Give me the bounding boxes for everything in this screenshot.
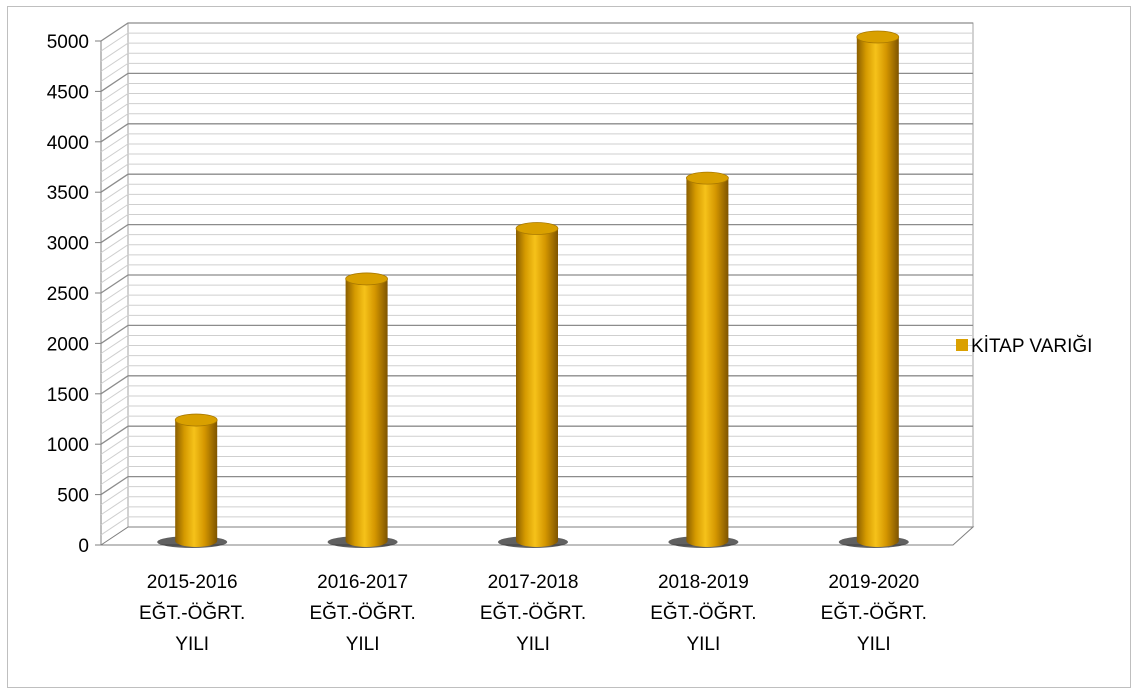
bar-body xyxy=(856,37,899,547)
bar-top xyxy=(515,222,559,235)
legend-label: KİTAP VARIĞI xyxy=(971,335,1092,357)
x-category-label: 2019-2020 EĞT.-ÖĞRT. YILI xyxy=(821,572,927,655)
bar xyxy=(157,413,228,548)
minor-gridline xyxy=(100,103,973,123)
y-tick-label: 2000 xyxy=(47,334,89,355)
y-axis-ticks: 0 500 1000 1500 2000 2500 3000 3500 4000 4500 5000 xyxy=(47,32,101,557)
y-tick-label: 4500 xyxy=(47,82,89,103)
y-tick-label: 0 xyxy=(78,536,89,557)
legend: KİTAP VARIĞI xyxy=(956,335,1092,357)
minor-gridline xyxy=(100,42,973,62)
y-tick-label: 500 xyxy=(57,486,89,507)
chart-area: 0 500 1000 1500 2000 2500 3000 3500 4000 4500 5000… xyxy=(7,6,1131,688)
bar-top xyxy=(174,413,218,427)
x-category-line: EĞT.-ÖĞRT. xyxy=(480,602,586,624)
major-gridline xyxy=(100,72,973,92)
bar xyxy=(838,30,909,548)
minor-gridline xyxy=(100,52,973,72)
bar-body xyxy=(686,178,729,547)
x-category-label: 2016-2017 EĞT.-ÖĞRT. YILI xyxy=(309,572,415,655)
minor-gridline xyxy=(100,32,973,52)
legend-swatch xyxy=(956,339,968,351)
bar xyxy=(498,222,568,548)
x-category-line: EĞT.-ÖĞRT. xyxy=(650,602,756,624)
bar-top xyxy=(856,30,900,44)
bar-top xyxy=(686,171,729,185)
bars xyxy=(157,30,909,548)
x-category-line: YILI xyxy=(516,634,550,655)
y-tick-label: 1500 xyxy=(47,385,89,406)
minor-gridline xyxy=(100,82,973,102)
major-gridline xyxy=(100,22,973,42)
bar-body xyxy=(175,420,218,547)
x-category-line: YILI xyxy=(686,634,720,655)
x-category-line: YILI xyxy=(346,634,380,655)
y-tick-label: 1000 xyxy=(47,435,89,456)
x-category-label: 2015-2016 EĞT.-ÖĞRT. YILI xyxy=(139,572,245,655)
minor-gridline xyxy=(100,113,973,133)
x-category-label: 2017-2018 EĞT.-ÖĞRT. YILI xyxy=(480,572,586,655)
x-category-line: 2016-2017 xyxy=(317,572,408,593)
bar-body xyxy=(516,228,558,547)
y-tick-label: 3500 xyxy=(47,183,89,204)
x-category-line: 2018-2019 xyxy=(658,572,749,593)
major-gridline xyxy=(100,123,973,143)
x-axis-categories: 2015-2016 EĞT.-ÖĞRT. YILI 2016-2017 EĞT.-ÖĞR… xyxy=(139,572,927,655)
bar-top xyxy=(345,272,389,286)
x-category-line: 2015-2016 xyxy=(147,572,238,593)
minor-gridline xyxy=(100,62,973,82)
bar xyxy=(668,171,739,548)
x-category-line: 2017-2018 xyxy=(488,572,579,593)
minor-gridline xyxy=(100,133,973,153)
minor-gridline xyxy=(100,143,973,163)
bar xyxy=(327,272,398,548)
x-category-label: 2018-2019 EĞT.-ÖĞRT. YILI xyxy=(650,572,756,655)
x-category-line: EĞT.-ÖĞRT. xyxy=(139,602,245,624)
bar-body xyxy=(345,278,388,547)
minor-gridline xyxy=(100,93,973,112)
x-category-line: EĞT.-ÖĞRT. xyxy=(309,602,415,624)
y-tick-label: 3000 xyxy=(47,234,89,255)
y-tick-label: 4000 xyxy=(47,133,89,154)
x-category-line: YILI xyxy=(175,634,209,655)
x-category-line: EĞT.-ÖĞRT. xyxy=(821,602,927,624)
bar-chart: 0 500 1000 1500 2000 2500 3000 3500 4000 4500 5000… xyxy=(47,22,1092,655)
x-category-line: 2019-2020 xyxy=(828,572,919,593)
y-tick-label: 5000 xyxy=(47,32,89,53)
minor-gridline xyxy=(100,153,973,173)
x-category-line: YILI xyxy=(857,634,891,655)
minor-gridline xyxy=(100,163,973,183)
y-tick-label: 2500 xyxy=(47,284,89,305)
